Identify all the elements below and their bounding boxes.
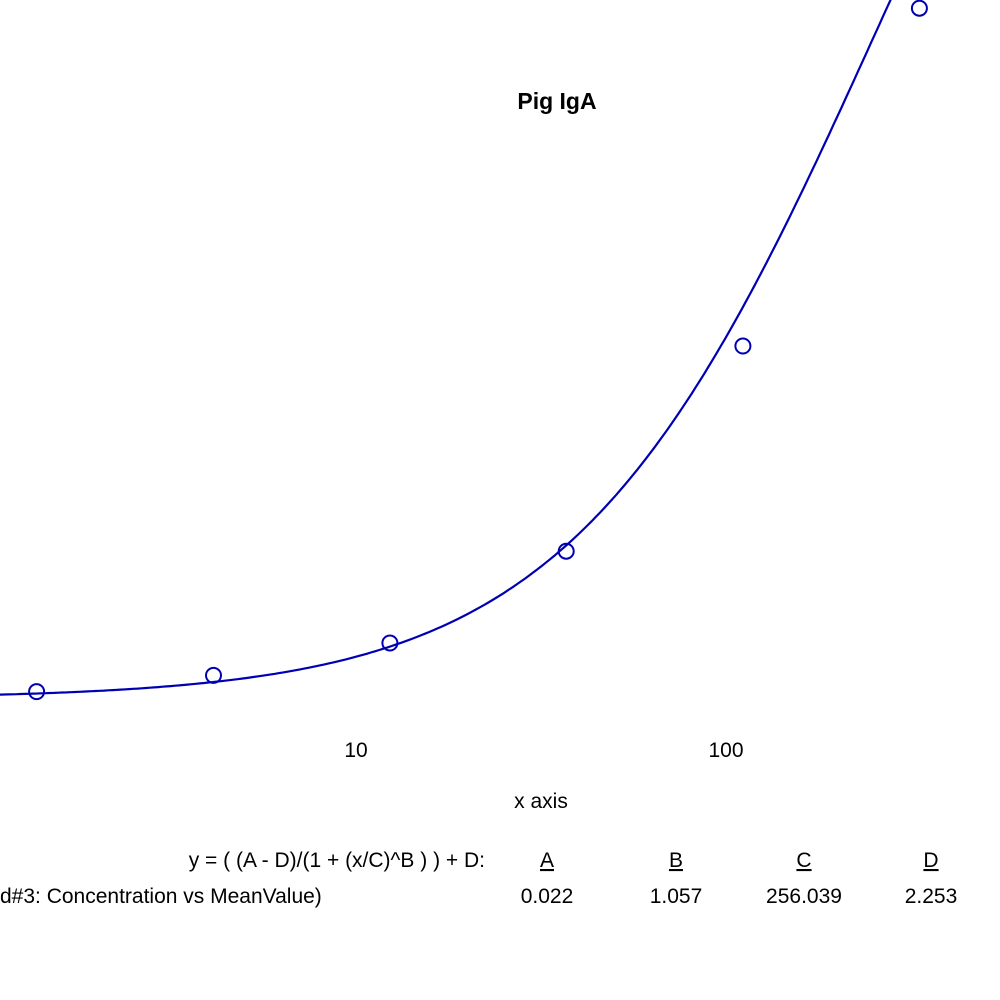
x-tick-label-100: 100 bbox=[708, 739, 743, 762]
fit-param-header-A: A bbox=[540, 849, 554, 872]
x-axis-label: x axis bbox=[514, 790, 568, 813]
fit-param-header-D: D bbox=[923, 849, 938, 872]
fit-param-value-A: 0.022 bbox=[521, 885, 574, 908]
data-point-3 bbox=[381, 634, 399, 652]
x-tick-labels: 10 100 bbox=[344, 739, 743, 762]
fit-param-value-B: 1.057 bbox=[650, 885, 703, 908]
fit-curve bbox=[0, 0, 892, 696]
fit-param-value-D: 2.253 bbox=[905, 885, 958, 908]
data-point-6 bbox=[910, 0, 928, 17]
data-points bbox=[28, 0, 928, 701]
data-point-4 bbox=[557, 542, 575, 560]
chart-title: Pig IgA bbox=[517, 88, 596, 114]
fit-equation: y = ( (A - D)/(1 + (x/C)^B ) ) + D: bbox=[189, 849, 485, 872]
fit-parameter-columns: A 0.022 B 1.057 C 256.039 D 2.253 bbox=[521, 849, 958, 908]
fit-param-header-C: C bbox=[796, 849, 811, 872]
x-tick-label-10: 10 bbox=[344, 739, 367, 762]
data-point-5 bbox=[734, 337, 752, 355]
data-point-1 bbox=[28, 683, 46, 701]
fit-param-header-B: B bbox=[669, 849, 683, 872]
fit-table: y = ( (A - D)/(1 + (x/C)^B ) ) + D: d#3:… bbox=[0, 849, 957, 908]
fit-row-label: d#3: Concentration vs MeanValue) bbox=[0, 885, 322, 908]
fit-param-value-C: 256.039 bbox=[766, 885, 842, 908]
data-point-2 bbox=[205, 666, 222, 684]
plot-area bbox=[0, 0, 928, 701]
